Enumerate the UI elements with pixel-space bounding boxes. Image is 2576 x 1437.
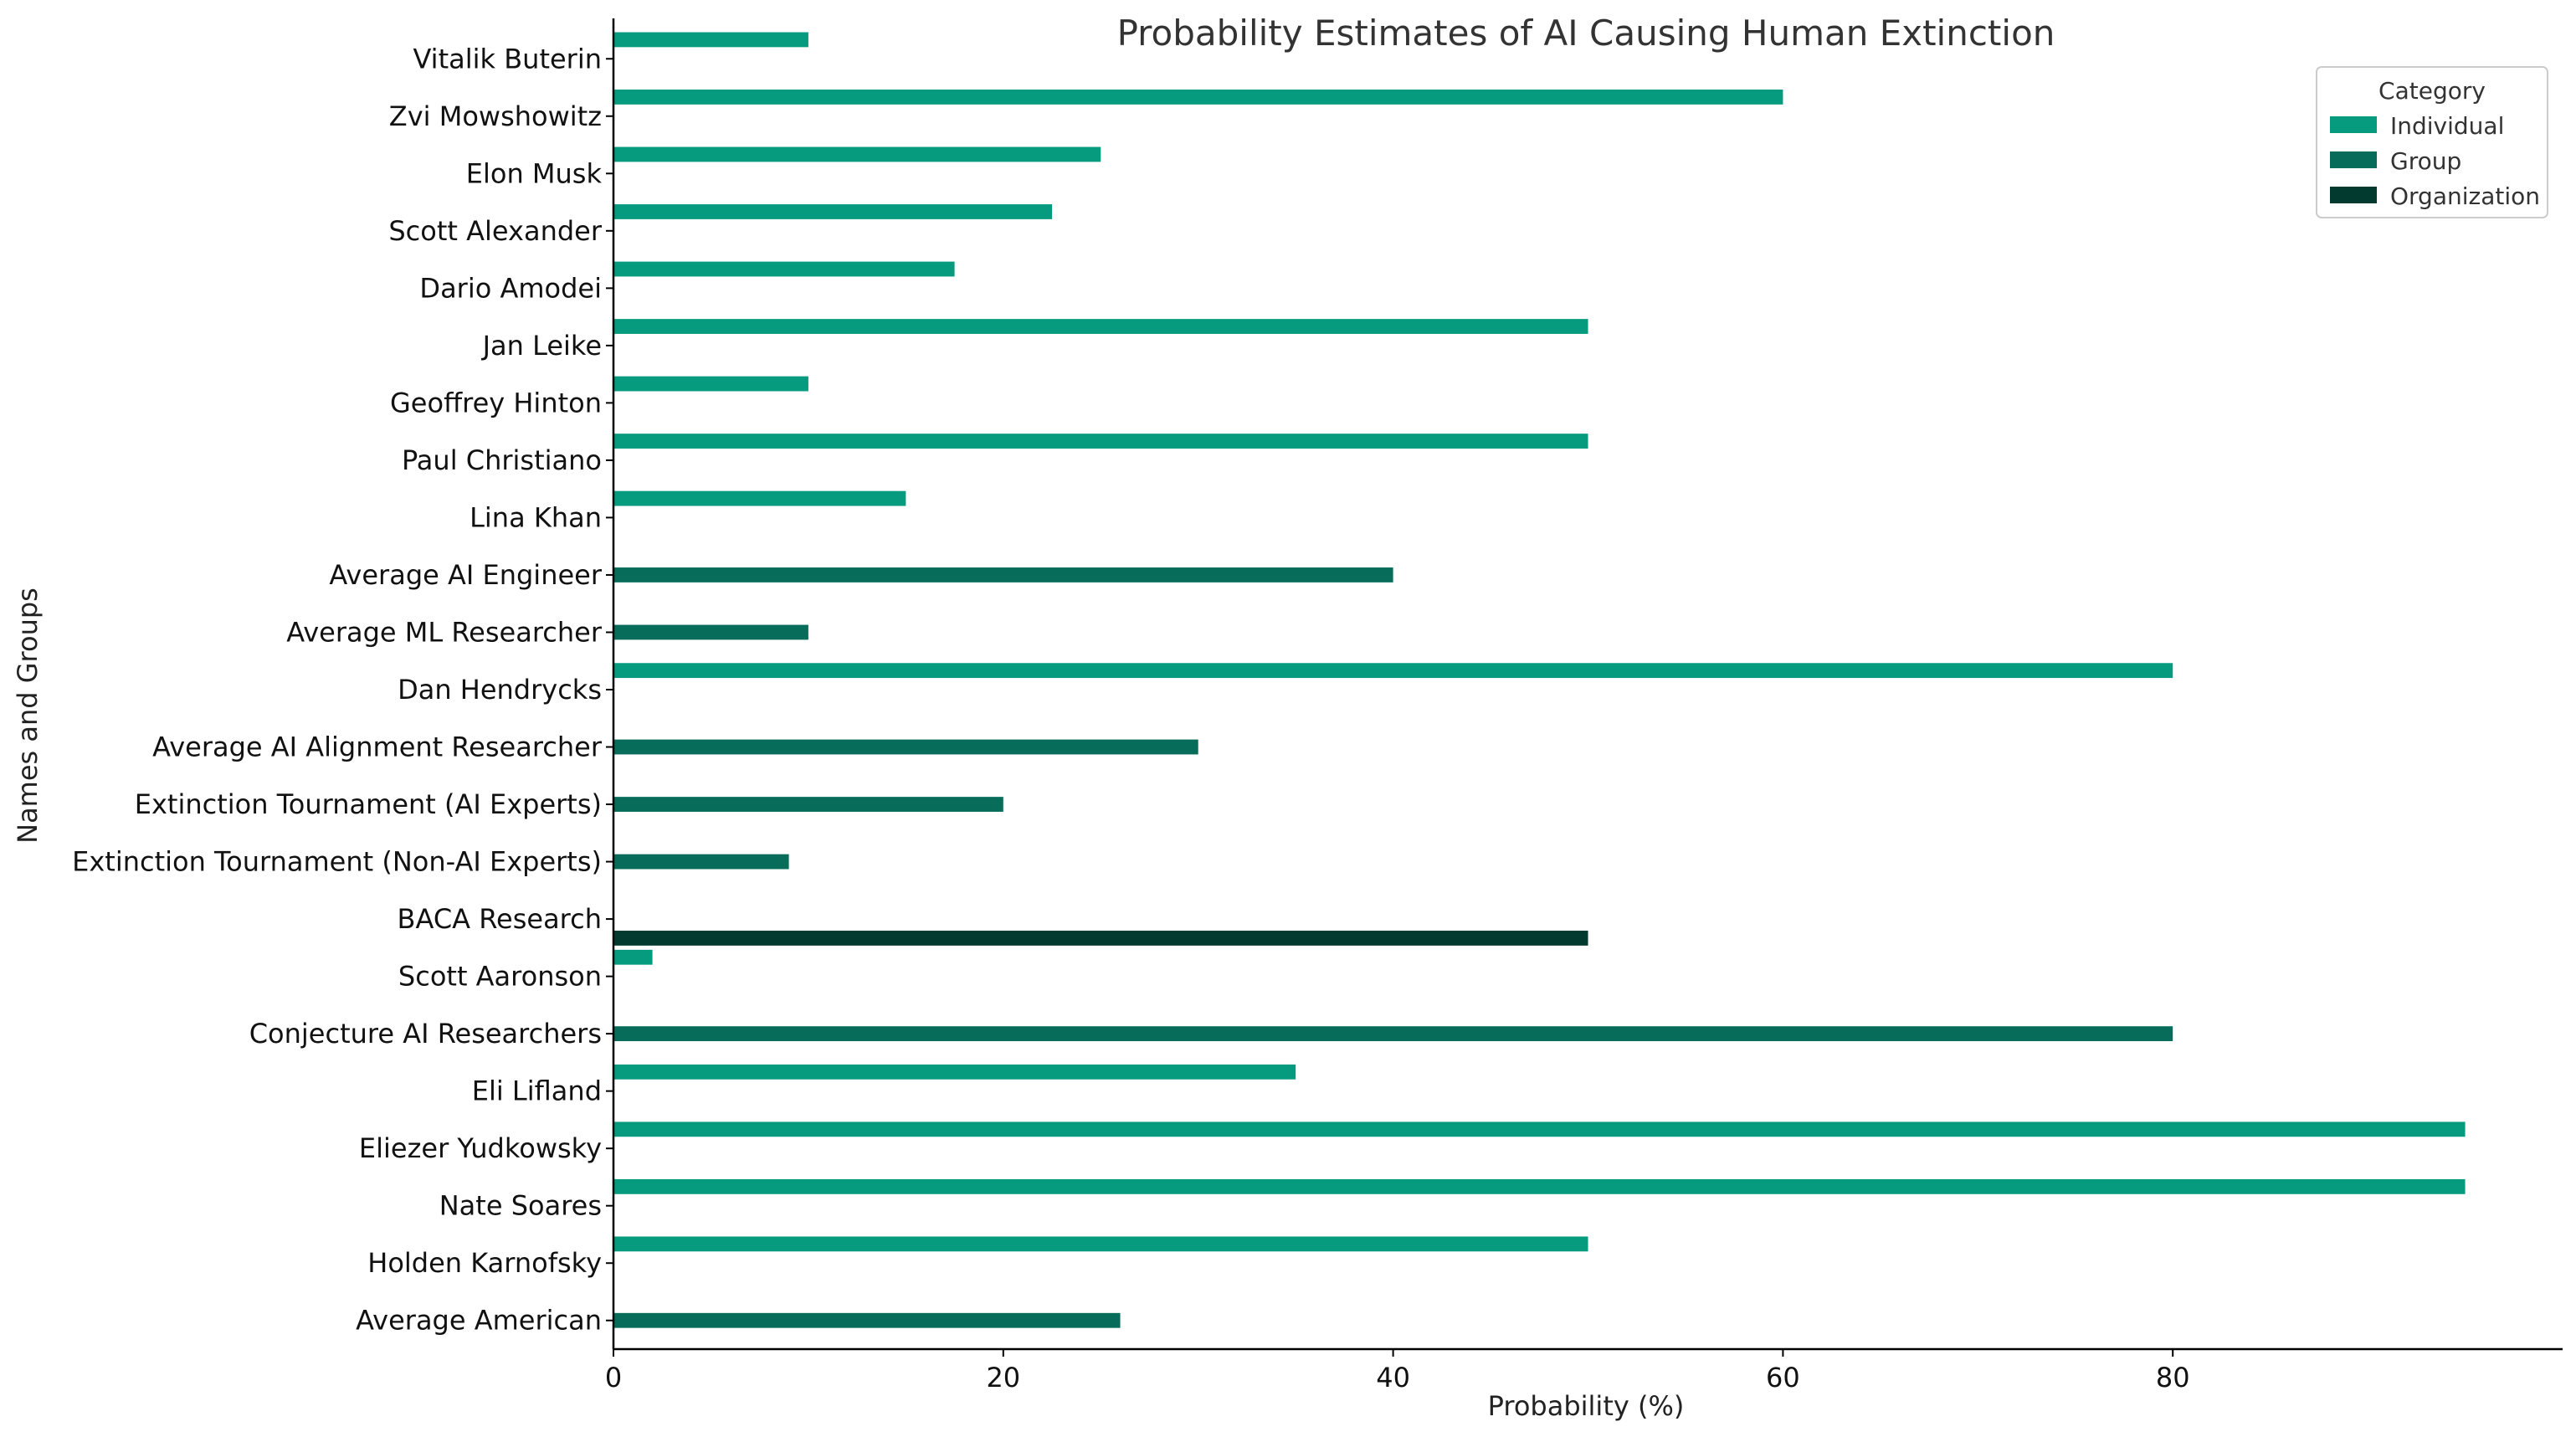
y-tick-label: Scott Alexander	[388, 215, 602, 247]
x-axis-ticks: 0 20 40 60 80	[605, 1349, 2190, 1393]
y-tick-label: Vitalik Buterin	[413, 43, 602, 74]
y-tick-label: Nate Soares	[439, 1190, 602, 1222]
y-tick-label: Average American	[356, 1305, 602, 1337]
bar-vitalik-buterin	[613, 32, 808, 48]
x-tick-label: 40	[1376, 1362, 1410, 1393]
x-tick-label: 20	[986, 1362, 1020, 1393]
bar-elon-musk	[613, 146, 1101, 162]
x-tick-label: 60	[1766, 1362, 1800, 1393]
x-tick-label: 80	[2156, 1362, 2190, 1393]
bar-eliezer-yudkowsky	[613, 1121, 2466, 1137]
bar-average-ml-researcher	[613, 624, 808, 640]
legend-label-organization: Organization	[2390, 182, 2540, 210]
legend-frame	[2316, 66, 2548, 218]
bar-scott-aaronson	[613, 949, 653, 965]
y-tick-label: Lina Khan	[470, 501, 602, 533]
bar-average-ai-engineer	[613, 567, 1393, 582]
legend-swatch-individual	[2330, 116, 2377, 133]
bar-average-ai-alignment-researcher	[613, 739, 1198, 755]
bars-group	[613, 32, 2466, 1328]
legend-label-group: Group	[2390, 147, 2461, 175]
bar-geoffrey-hinton	[613, 376, 808, 392]
bar-lina-khan	[613, 490, 906, 506]
y-tick-label: Scott Aaronson	[398, 961, 602, 993]
legend-swatch-group	[2330, 151, 2377, 168]
y-tick-label: BACA Research	[398, 903, 602, 935]
y-tick-label: Geoffrey Hinton	[390, 387, 602, 418]
legend-entries: Individual Group Organization	[2330, 112, 2540, 210]
bar-conjecture-ai-researchers	[613, 1026, 2173, 1042]
y-tick-label: Zvi Mowshowitz	[389, 100, 602, 132]
y-tick-label: Dan Hendrycks	[398, 674, 602, 706]
bar-extinction-tournament-non-ai-experts	[613, 854, 789, 870]
legend-label-individual: Individual	[2390, 112, 2504, 140]
bar-zvi-mowshowitz	[613, 90, 1783, 105]
y-tick-label: Average ML Researcher	[286, 616, 603, 648]
bar-dan-hendrycks	[613, 663, 2173, 679]
y-tick-label: Dario Amodei	[419, 272, 602, 304]
bar-eli-lifland	[613, 1064, 1296, 1080]
y-tick-label: Extinction Tournament (AI Experts)	[135, 788, 602, 820]
y-tick-label: Average AI Alignment Researcher	[152, 731, 603, 763]
legend-swatch-organization	[2330, 187, 2377, 203]
bar-extinction-tournament-ai-experts	[613, 797, 1003, 812]
y-tick-label: Jan Leike	[481, 330, 602, 362]
chart-title: Probability Estimates of AI Causing Huma…	[1117, 13, 2055, 54]
y-tick-label: Extinction Tournament (Non-AI Experts)	[72, 846, 602, 878]
bar-dario-amodei	[613, 261, 955, 277]
bar-nate-soares	[613, 1178, 2466, 1194]
legend-title: Category	[2378, 77, 2486, 105]
y-axis-label: Names and Groups	[12, 588, 44, 844]
bar-baca-research	[613, 931, 1588, 946]
y-tick-label: Holden Karnofsky	[367, 1247, 602, 1279]
bar-average-american	[613, 1312, 1121, 1328]
y-tick-label: Elon Musk	[466, 157, 603, 189]
y-axis-ticks: Vitalik Buterin Zvi Mowshowitz Elon Musk Sc…	[72, 43, 613, 1337]
y-tick-label: Eliezer Yudkowsky	[359, 1132, 602, 1164]
bar-paul-christiano	[613, 434, 1588, 449]
bar-holden-karnofsky	[613, 1236, 1588, 1252]
x-tick-label: 0	[605, 1362, 622, 1393]
legend: Category Individual Group Organization	[2316, 66, 2548, 218]
bar-scott-alexander	[613, 204, 1053, 219]
y-tick-label: Eli Lifland	[472, 1075, 602, 1107]
bar-jan-leike	[613, 319, 1588, 334]
y-tick-label: Paul Christiano	[402, 444, 602, 476]
y-tick-label: Conjecture AI Researchers	[249, 1018, 602, 1050]
y-tick-label: Average AI Engineer	[329, 559, 602, 591]
x-axis-label: Probability (%)	[1488, 1390, 1685, 1422]
